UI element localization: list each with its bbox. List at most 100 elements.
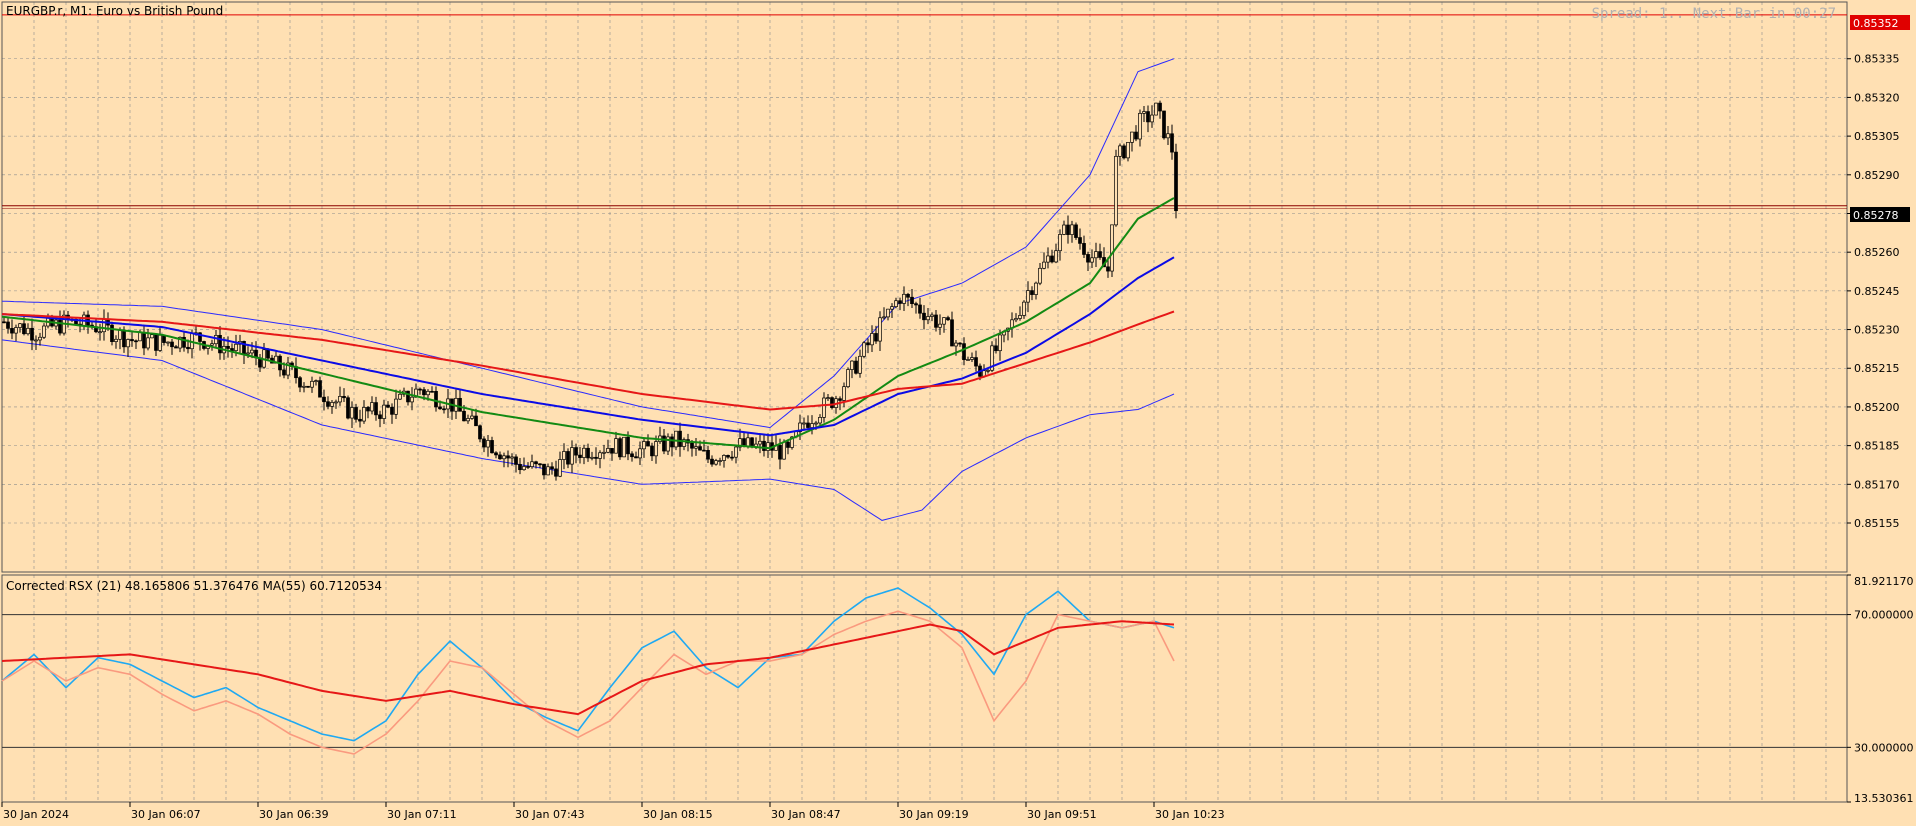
candle-body: [786, 441, 790, 448]
time-tick-label: 30 Jan 07:11: [387, 808, 457, 821]
candle-body: [810, 423, 814, 428]
candle-body: [1034, 282, 1038, 295]
bollinger-bands: [1, 58, 1175, 521]
candle-body: [738, 438, 742, 448]
candle-body: [166, 341, 170, 344]
candle-body: [38, 336, 42, 341]
candle-body: [994, 345, 998, 352]
candle-body: [746, 437, 750, 447]
candle-body: [514, 456, 518, 465]
candle-body: [286, 362, 290, 376]
candle-body: [418, 388, 422, 391]
candle-body: [182, 336, 186, 348]
candle-body: [42, 325, 46, 338]
candle-body: [1122, 145, 1126, 159]
candle-body: [962, 343, 966, 361]
candle-body: [58, 319, 62, 334]
price-tick-label: 0.85200: [1854, 401, 1900, 414]
candle-body: [1138, 112, 1142, 140]
candle-body: [186, 346, 190, 350]
candle-body: [210, 343, 214, 346]
candle-body: [490, 440, 494, 454]
price-tick-label: 0.85170: [1854, 478, 1900, 491]
candle-body: [322, 396, 326, 403]
candle-body: [710, 458, 714, 465]
candle-body: [130, 339, 134, 342]
candle-body: [638, 448, 642, 459]
candle-body: [174, 346, 178, 349]
candle-body: [806, 422, 810, 428]
candle-body: [462, 410, 466, 422]
candle-body: [338, 396, 342, 403]
candle-body: [110, 324, 114, 342]
candle-body: [574, 447, 578, 456]
candle-body: [554, 468, 558, 477]
candle-body: [990, 345, 994, 371]
candle-body: [670, 436, 674, 448]
candle-body: [1110, 224, 1114, 272]
candle-body: [626, 436, 630, 455]
candle-body: [1094, 251, 1098, 259]
candle-body: [798, 422, 802, 433]
price-tick-label: 0.85335: [1854, 53, 1900, 66]
candle-body: [470, 415, 474, 419]
indicator-tick-label: 70.000000: [1854, 609, 1914, 622]
price-tick-label: 0.85305: [1854, 130, 1900, 143]
rsx-line: [1, 610, 1175, 755]
candle-body: [866, 342, 870, 346]
candle-body: [1146, 111, 1150, 123]
candle-body: [486, 440, 490, 448]
candle-body: [306, 385, 310, 388]
candle-body: [214, 335, 218, 345]
candle-body: [1018, 315, 1022, 319]
candle-body: [1114, 155, 1118, 226]
candle-body: [430, 390, 434, 393]
candle-body: [218, 335, 222, 354]
candle-body: [970, 357, 974, 360]
candle-body: [1078, 237, 1082, 244]
candle-body: [922, 312, 926, 321]
candle-body: [314, 380, 318, 382]
candle-body: [230, 348, 234, 351]
candle-body: [1162, 110, 1166, 139]
candle-body: [938, 323, 942, 328]
price-tick-label: 0.85215: [1854, 362, 1900, 375]
candle-body: [698, 446, 702, 451]
candle-body: [634, 456, 638, 459]
candle-body: [18, 323, 22, 328]
price-tick-label: 0.85290: [1854, 169, 1900, 182]
candle-body: [170, 341, 174, 348]
candle-body: [334, 401, 338, 404]
candle-body: [958, 342, 962, 345]
candle-body: [750, 437, 754, 448]
candle-body: [838, 398, 842, 401]
candle-body: [310, 380, 314, 388]
candle-body: [350, 407, 354, 419]
candle-body: [1074, 224, 1078, 238]
candle-body: [438, 406, 442, 410]
price-tick-label: 0.85230: [1854, 324, 1900, 337]
candle-body: [906, 293, 910, 298]
candle-body: [610, 448, 614, 454]
candle-body: [538, 463, 542, 466]
candle-body: [602, 451, 606, 454]
candle-body: [494, 452, 498, 456]
candle-body: [918, 304, 922, 314]
candle-body: [478, 425, 482, 440]
candle-body: [1090, 257, 1094, 263]
level-lines: [2, 14, 1847, 748]
candle-body: [378, 414, 382, 419]
ma-line: [1, 197, 1175, 450]
time-tick-label: 30 Jan 10:23: [1155, 808, 1225, 821]
high-price-tag-label: 0.85352: [1853, 17, 1899, 30]
candle-body: [894, 300, 898, 307]
candle-body: [354, 407, 358, 420]
candle-body: [558, 459, 562, 477]
current-price-tag-label: 0.85278: [1853, 209, 1899, 222]
time-tick-label: 30 Jan 06:07: [131, 808, 201, 821]
candle-body: [234, 343, 238, 351]
candle-body: [890, 306, 894, 310]
candle-body: [546, 466, 550, 476]
candle-body: [1170, 133, 1174, 153]
